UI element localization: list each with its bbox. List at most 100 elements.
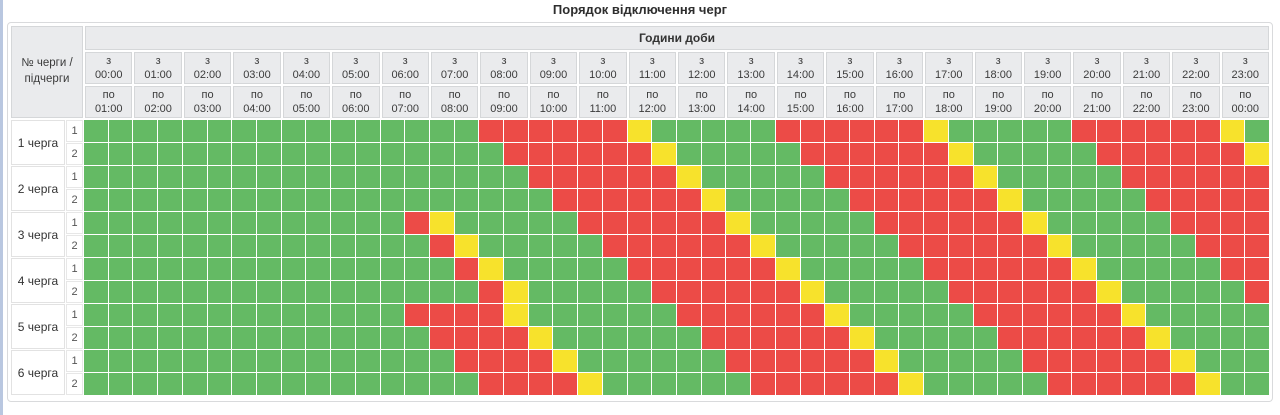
- schedule-cell-outage: [479, 327, 504, 349]
- schedule-cell-power-on: [108, 143, 133, 165]
- schedule-cell-outage: [1121, 373, 1146, 395]
- schedule-cell-power-on: [256, 235, 281, 257]
- schedule-cell-outage: [751, 258, 775, 280]
- schedule-cell-outage: [652, 281, 676, 303]
- schedule-cell-power-on: [355, 166, 380, 188]
- hour-from-cell: з 00:00: [85, 52, 133, 84]
- schedule-cell-power-on: [973, 350, 998, 372]
- hour-to-cell: по 13:00: [678, 86, 726, 118]
- schedule-cell-outage: [948, 281, 973, 303]
- schedule-cell-power-on: [1072, 143, 1097, 165]
- schedule-cell-outage: [1195, 235, 1220, 257]
- hour-from-cell: з 19:00: [1023, 52, 1072, 84]
- subqueue-row: 1: [66, 166, 1269, 188]
- queue-label: 6 черга: [11, 350, 65, 395]
- hour-to-cell: по 09:00: [480, 86, 528, 118]
- schedule-cell-outage: [429, 235, 454, 257]
- schedule-cell-power-on: [775, 143, 800, 165]
- schedule-cell-power-on: [256, 120, 281, 142]
- schedule-cell-power-on: [751, 212, 775, 234]
- schedule-cell-power-on: [849, 258, 874, 280]
- schedule-cell-power-on: [602, 373, 627, 395]
- schedule-cell-power-on: [158, 327, 182, 349]
- schedule-cell-power-on: [84, 189, 108, 211]
- schedule-cell-power-on: [429, 143, 454, 165]
- schedule-cell-outage: [924, 258, 948, 280]
- schedule-cell-outage: [1220, 258, 1245, 280]
- schedule-cell-possible-outage: [726, 212, 751, 234]
- schedule-cell-power-on: [454, 281, 479, 303]
- schedule-cell-outage: [998, 281, 1022, 303]
- schedule-cell-outage: [751, 327, 775, 349]
- schedule-cell-outage: [899, 166, 924, 188]
- schedule-cell-outage: [1047, 304, 1072, 326]
- schedule-cell-power-on: [232, 166, 256, 188]
- schedule-cell-power-on: [380, 235, 405, 257]
- schedule-cell-outage: [1195, 189, 1220, 211]
- schedule-cell-power-on: [973, 120, 998, 142]
- schedule-cell-power-on: [504, 189, 528, 211]
- schedule-cell-power-on: [84, 235, 108, 257]
- schedule-cell-power-on: [405, 189, 429, 211]
- schedule-cell-outage: [578, 189, 602, 211]
- schedule-cell-outage: [1022, 281, 1047, 303]
- schedule-cell-power-on: [281, 235, 306, 257]
- schedule-cell-power-on: [158, 189, 182, 211]
- schedule-cells-row: [84, 166, 1269, 188]
- schedule-cell-power-on: [504, 258, 528, 280]
- schedule-cell-power-on: [1220, 327, 1245, 349]
- schedule-cell-power-on: [998, 350, 1022, 372]
- schedule-cell-power-on: [256, 373, 281, 395]
- schedule-cell-power-on: [182, 304, 207, 326]
- schedule-cell-power-on: [429, 166, 454, 188]
- schedule-cell-power-on: [726, 120, 751, 142]
- schedule-cell-outage: [1121, 327, 1146, 349]
- schedule-cell-power-on: [602, 304, 627, 326]
- schedule-cells-row: [84, 120, 1269, 142]
- schedule-cell-power-on: [355, 350, 380, 372]
- schedule-cell-power-on: [207, 304, 232, 326]
- schedule-cell-power-on: [182, 327, 207, 349]
- schedule-cell-power-on: [256, 212, 281, 234]
- schedule-cells-row: [84, 143, 1269, 165]
- schedule-cell-power-on: [825, 281, 849, 303]
- schedule-cell-power-on: [84, 212, 108, 234]
- schedule-cell-power-on: [281, 350, 306, 372]
- schedule-cell-outage: [800, 304, 825, 326]
- schedule-cell-power-on: [677, 373, 701, 395]
- schedule-cell-power-on: [1195, 281, 1220, 303]
- schedule-cell-possible-outage: [701, 189, 726, 211]
- schedule-cell-power-on: [355, 120, 380, 142]
- schedule-cell-power-on: [775, 166, 800, 188]
- subqueue-number: 2: [66, 143, 83, 165]
- schedule-cell-power-on: [998, 143, 1022, 165]
- schedule-cell-power-on: [528, 212, 553, 234]
- schedule-cell-power-on: [899, 350, 924, 372]
- schedule-cell-outage: [800, 143, 825, 165]
- schedule-cell-outage: [627, 143, 652, 165]
- queue-block: 1 черга 1 2: [11, 120, 1269, 165]
- hour-from-cell: з 22:00: [1172, 52, 1220, 84]
- schedule-cell-power-on: [108, 350, 133, 372]
- schedule-cell-power-on: [1047, 120, 1072, 142]
- schedule-cell-power-on: [751, 189, 775, 211]
- schedule-cell-power-on: [306, 281, 331, 303]
- schedule-cell-power-on: [84, 143, 108, 165]
- schedule-cell-power-on: [158, 166, 182, 188]
- schedule-cells-row: [84, 189, 1269, 211]
- schedule-cell-power-on: [701, 166, 726, 188]
- schedule-cell-power-on: [998, 120, 1022, 142]
- schedule-cell-power-on: [108, 304, 133, 326]
- schedule-cell-outage: [454, 304, 479, 326]
- schedule-cell-power-on: [207, 143, 232, 165]
- schedule-cell-outage: [973, 281, 998, 303]
- schedule-cell-power-on: [504, 212, 528, 234]
- subqueue-row: 2: [66, 373, 1269, 395]
- schedule-cell-power-on: [281, 304, 306, 326]
- schedule-cell-power-on: [1097, 212, 1121, 234]
- schedule-cell-outage: [899, 235, 924, 257]
- schedule-cell-outage: [825, 373, 849, 395]
- schedule-cell-power-on: [133, 304, 158, 326]
- schedule-cell-power-on: [1146, 212, 1171, 234]
- schedule-cell-outage: [1146, 350, 1171, 372]
